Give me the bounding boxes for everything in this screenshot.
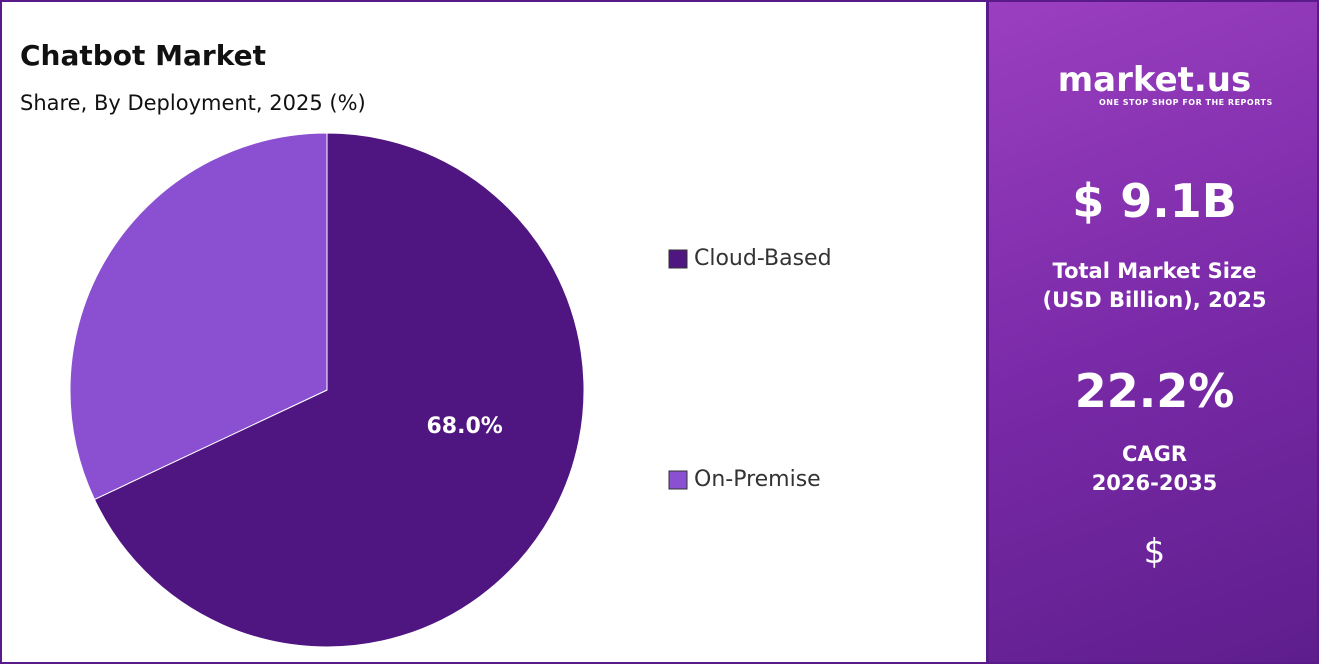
legend-label: Cloud-Based [694,246,832,271]
chart-title: Chatbot Market [20,39,266,72]
label-line: CAGR [1121,442,1188,466]
chart-subtitle: Share, By Deployment, 2025 (%) [20,91,366,115]
legend-swatch [668,470,688,490]
cagr-label: CAGR 2026-2035 [989,440,1317,498]
market-size: $ 9.1B [1072,174,1237,228]
label-line: 2026-2035 [1091,471,1218,495]
brand: market.us [1057,60,1252,100]
info-panel: market.us ONE STOP SHOP FOR THE REPORTS … [986,2,1317,662]
market-size-label: Total Market Size (USD Billion), 2025 [989,257,1317,315]
pie-slice [69,132,328,501]
legend-swatch [668,249,688,269]
pie-slice [93,132,585,648]
chart: Chatbot Market Share, By Deployment, 202… [20,39,832,648]
dollar-icon: $ [1143,532,1166,572]
cagr: 22.2% [1074,364,1235,418]
label-line: Total Market Size [1052,259,1257,283]
value-label: 68.0% [426,414,502,439]
tagline: ONE STOP SHOP FOR THE REPORTS [1099,98,1273,107]
label-line: (USD Billion), 2025 [1042,288,1267,312]
legend-label: On-Premise [694,467,821,492]
